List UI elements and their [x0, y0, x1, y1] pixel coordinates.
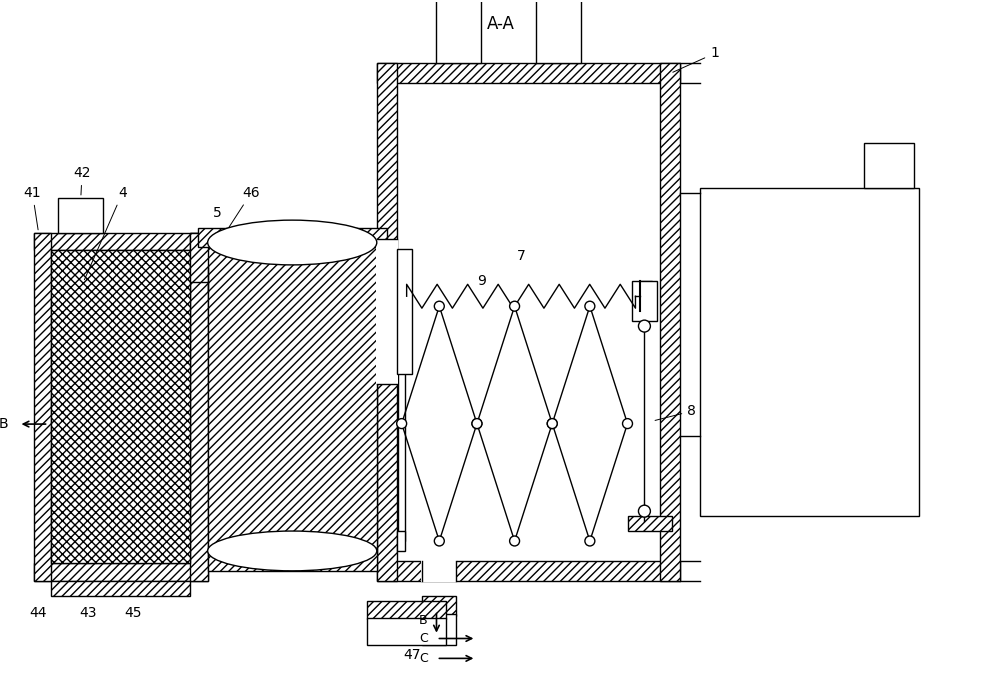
- Bar: [58, 198, 103, 233]
- Text: A-A: A-A: [487, 14, 515, 33]
- Bar: [421, 560, 457, 582]
- Circle shape: [434, 536, 444, 546]
- Circle shape: [510, 301, 520, 311]
- Circle shape: [585, 301, 595, 311]
- Bar: [376, 239, 398, 384]
- Bar: [398, 306, 405, 541]
- Bar: [864, 143, 914, 188]
- Text: 10: 10: [0, 686, 1, 687]
- Bar: [700, 188, 919, 516]
- Circle shape: [638, 320, 650, 332]
- Text: 42: 42: [73, 166, 91, 195]
- Bar: [640, 281, 652, 311]
- Bar: [377, 63, 397, 581]
- Ellipse shape: [208, 220, 377, 265]
- Bar: [34, 233, 51, 581]
- Text: B: B: [419, 614, 428, 627]
- Bar: [198, 227, 387, 247]
- Text: 41: 41: [24, 185, 41, 230]
- Text: 4: 4: [84, 185, 127, 280]
- Bar: [367, 600, 446, 618]
- Text: 5: 5: [213, 205, 222, 220]
- Text: 1: 1: [673, 47, 719, 72]
- Text: 7: 7: [517, 249, 525, 263]
- Ellipse shape: [208, 531, 377, 571]
- Bar: [208, 243, 377, 571]
- Text: 8: 8: [655, 404, 696, 420]
- Text: C: C: [419, 632, 428, 645]
- Circle shape: [510, 536, 520, 546]
- Text: B: B: [0, 417, 9, 431]
- Text: 47: 47: [403, 649, 420, 662]
- Bar: [34, 233, 208, 251]
- Circle shape: [547, 418, 557, 429]
- Bar: [51, 251, 190, 563]
- Text: 44: 44: [30, 606, 47, 620]
- Text: 6: 6: [402, 274, 411, 289]
- Circle shape: [472, 418, 482, 429]
- Bar: [397, 249, 412, 374]
- Bar: [377, 561, 680, 581]
- Bar: [422, 613, 456, 646]
- Circle shape: [638, 505, 650, 517]
- Bar: [660, 63, 680, 581]
- Circle shape: [434, 301, 444, 311]
- Circle shape: [623, 418, 632, 429]
- Text: 45: 45: [124, 606, 142, 620]
- Bar: [536, 0, 581, 63]
- Bar: [51, 581, 190, 596]
- Bar: [422, 596, 456, 616]
- Bar: [628, 516, 672, 531]
- Bar: [377, 63, 680, 83]
- Text: 9: 9: [477, 274, 486, 289]
- Bar: [190, 233, 208, 581]
- Circle shape: [547, 418, 557, 429]
- Bar: [436, 0, 481, 63]
- Text: 46: 46: [214, 185, 260, 250]
- Circle shape: [472, 418, 482, 429]
- Circle shape: [585, 536, 595, 546]
- Bar: [190, 233, 223, 282]
- Bar: [397, 286, 405, 306]
- Bar: [397, 531, 405, 551]
- Text: 43: 43: [80, 606, 97, 620]
- Bar: [632, 281, 657, 321]
- Bar: [367, 618, 446, 646]
- Text: C: C: [419, 652, 428, 665]
- Circle shape: [397, 418, 407, 429]
- Bar: [34, 563, 208, 581]
